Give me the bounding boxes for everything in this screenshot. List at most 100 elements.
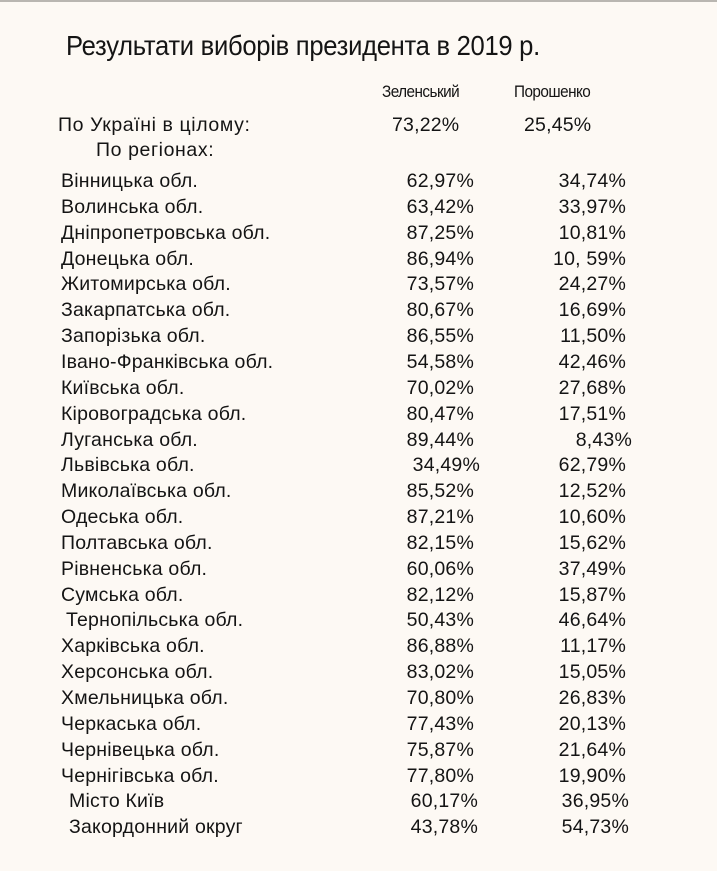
region-name: Миколаївська обл.: [61, 480, 232, 503]
poroshenko-value: 54,73%: [561, 816, 629, 839]
zelensky-value: 70,02%: [406, 376, 474, 399]
region-name: Закордонний округ: [69, 816, 243, 839]
region-name: Чернігівська обл.: [61, 764, 219, 787]
zelensky-value: 86,88%: [406, 635, 474, 658]
poroshenko-value: 46,64%: [558, 609, 626, 632]
table-row: Хмельницька обл. 70,80% 26,83%: [0, 687, 717, 713]
region-name: Хмельницька обл.: [61, 687, 229, 709]
region-name: Закарпатська обл.: [61, 299, 231, 322]
zelensky-value: 34,49%: [412, 454, 480, 477]
zelensky-value: 80,67%: [406, 299, 474, 322]
zelensky-value: 87,25%: [406, 221, 474, 244]
table-row: Київська обл. 70,02% 27,68%: [0, 377, 717, 403]
table-row: Миколаївська обл. 85,52% 12,52%: [0, 480, 717, 506]
poroshenko-value: 8,43%: [575, 428, 632, 451]
poroshenko-value: 10,60%: [558, 506, 626, 529]
zelensky-value: 43,78%: [410, 816, 478, 839]
region-name: Волинська обл.: [61, 195, 204, 218]
poroshenko-value: 15,87%: [558, 583, 626, 606]
table-row: Львівська обл. 34,49% 62,79%: [0, 454, 717, 480]
table-row: Чернігівська обл. 77,80% 19,90%: [0, 765, 717, 791]
poroshenko-value: 15,62%: [558, 531, 626, 554]
page-title: Результати виборів президента в 2019 р.: [66, 30, 540, 61]
table-row: Запорізька обл. 86,55% 11,50%: [0, 325, 717, 351]
poroshenko-value: 11,17%: [560, 635, 626, 658]
zelensky-value: 60,06%: [406, 557, 474, 580]
poroshenko-value: 26,83%: [558, 687, 626, 709]
poroshenko-value: 36,95%: [561, 790, 629, 813]
total-poroshenko-value: 25,45%: [524, 114, 592, 136]
table-row: Херсонська обл. 83,02% 15,05%: [0, 661, 717, 687]
top-border: [0, 0, 717, 2]
table-row: Волинська обл. 63,42% 33,97%: [0, 196, 717, 222]
table-row: Рівненська обл. 60,06% 37,49%: [0, 558, 717, 584]
poroshenko-value: 20,13%: [558, 712, 626, 735]
total-zelensky-value: 73,22%: [392, 114, 460, 136]
table-row: Місто Київ 60,17% 36,95%: [0, 790, 717, 816]
zelensky-value: 89,44%: [406, 428, 474, 451]
column-header-poroshenko: Порошенко: [514, 82, 591, 101]
region-name: Кіровоградська обл.: [61, 402, 247, 425]
poroshenko-value: 19,90%: [558, 764, 626, 787]
zelensky-value: 60,17%: [410, 790, 478, 813]
table-row: Вінницька обл. 62,97% 34,74%: [0, 170, 717, 196]
zelensky-value: 83,02%: [406, 661, 474, 684]
region-name: Черкаська обл.: [61, 712, 202, 735]
zelensky-value: 62,97%: [406, 170, 474, 192]
poroshenko-value: 42,46%: [558, 350, 626, 373]
region-name: Запорізька обл.: [61, 325, 206, 348]
zelensky-value: 86,55%: [406, 325, 474, 348]
region-name: Дніпропетровська обл.: [61, 221, 271, 244]
zelensky-value: 70,80%: [406, 687, 474, 709]
zelensky-value: 73,57%: [406, 273, 474, 296]
region-name: Херсонська обл.: [61, 661, 214, 684]
poroshenko-value: 15,05%: [558, 661, 626, 684]
zelensky-value: 63,42%: [406, 195, 474, 218]
poroshenko-value: 27,68%: [558, 376, 626, 399]
zelensky-value: 86,94%: [406, 247, 474, 270]
region-name: Чернівецька обл.: [61, 738, 220, 761]
region-name: Місто Київ: [69, 790, 165, 813]
table-row: Одеська обл. 87,21% 10,60%: [0, 506, 717, 532]
poroshenko-value: 33,97%: [558, 195, 626, 218]
regions-subheading: По регіонах:: [96, 139, 215, 161]
table-row: Харківська обл. 86,88% 11,17%: [0, 635, 717, 661]
zelensky-value: 77,43%: [406, 712, 474, 735]
zelensky-value: 85,52%: [406, 480, 474, 503]
region-name: Рівненська обл.: [61, 557, 208, 580]
table-row: Житомирська обл. 73,57% 24,27%: [0, 273, 717, 299]
poroshenko-value: 34,74%: [558, 170, 626, 192]
region-name: Івано-Франківська обл.: [61, 350, 274, 373]
zelensky-value: 75,87%: [406, 738, 474, 761]
region-name: Донецька обл.: [61, 247, 194, 270]
region-name: Житомирська обл.: [61, 273, 231, 296]
poroshenko-value: 16,69%: [558, 299, 626, 322]
table-row: Дніпропетровська обл. 87,25% 10,81%: [0, 222, 717, 248]
poroshenko-value: 10, 59%: [553, 247, 626, 270]
table-row: Черкаська обл. 77,43% 20,13%: [0, 713, 717, 739]
region-name: Одеська обл.: [61, 506, 184, 529]
table-row: Луганська обл. 89,44% 8,43%: [0, 429, 717, 455]
table-row: Сумська обл. 82,12% 15,87%: [0, 584, 717, 610]
poroshenko-value: 12,52%: [558, 480, 626, 503]
column-header-zelensky: Зеленський: [382, 82, 460, 101]
region-name: Харківська обл.: [61, 635, 205, 658]
region-name: Вінницька обл.: [61, 170, 199, 192]
table-row: Донецька обл. 86,94% 10, 59%: [0, 248, 717, 274]
poroshenko-value: 24,27%: [558, 273, 626, 296]
zelensky-value: 87,21%: [406, 506, 474, 529]
region-name: Луганська обл.: [61, 428, 198, 451]
poroshenko-value: 21,64%: [558, 738, 626, 761]
zelensky-value: 77,80%: [406, 764, 474, 787]
zelensky-value: 54,58%: [406, 350, 474, 373]
poroshenko-value: 11,50%: [560, 325, 626, 348]
region-name: Тернопільська обл.: [66, 609, 244, 632]
region-name: Львівська обл.: [61, 454, 195, 477]
region-name: Київська обл.: [61, 376, 185, 399]
poroshenko-value: 62,79%: [558, 454, 626, 477]
table-row: Івано-Франківська обл. 54,58% 42,46%: [0, 351, 717, 377]
table-row: Тернопільська обл. 50,43% 46,64%: [0, 609, 717, 635]
total-label: По Україні в цілому:: [58, 114, 251, 136]
region-name: Полтавська обл.: [61, 531, 213, 554]
table-row: Закордонний округ 43,78% 54,73%: [0, 816, 717, 842]
